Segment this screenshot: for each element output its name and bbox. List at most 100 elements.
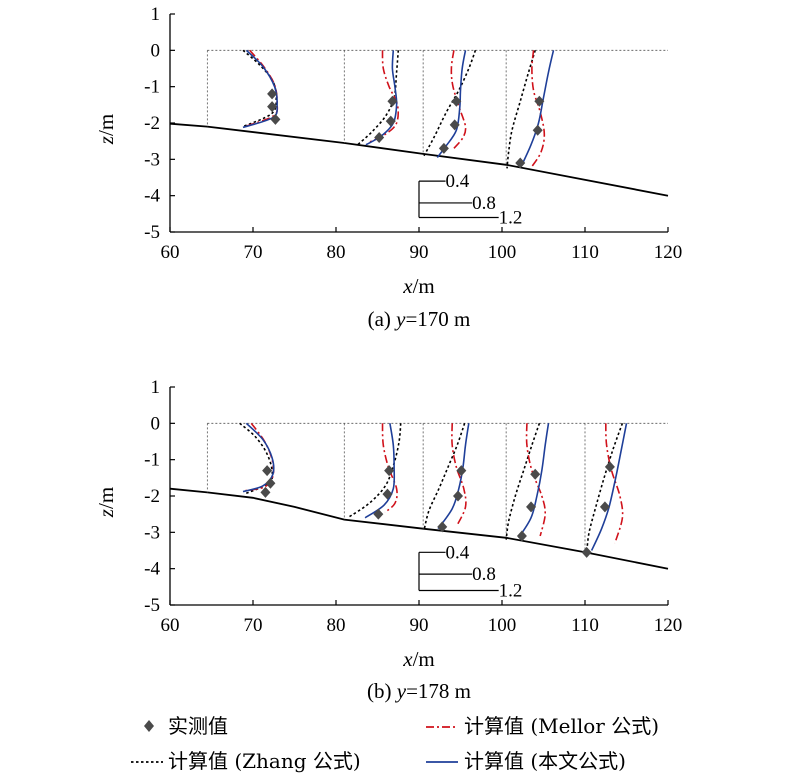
series-mellor-line [525, 423, 547, 537]
x-tick-label: 60 [161, 242, 180, 263]
profile-group [343, 50, 400, 146]
measured-point [534, 95, 545, 107]
measured-point [374, 132, 385, 144]
series-mellor-line [367, 50, 400, 144]
panel-a: 1 0 -1 -2 -3 -4 -560 70 80 90 100 110 120 x/m z/m (a) y… [94, 4, 682, 331]
measured-point [267, 88, 278, 100]
measured-point [599, 501, 610, 513]
profile-group [505, 50, 555, 169]
legend-measured: 实测值 [144, 714, 228, 738]
series-proposed-line [437, 423, 470, 530]
measured-point [373, 508, 384, 520]
series-proposed-line [590, 423, 628, 551]
y-tick-label: 1 [151, 377, 161, 398]
legend-label-zhang: 计算值 (Zhang 公式) [168, 749, 361, 773]
profile-group [343, 423, 402, 520]
scale-bar: 0.40.81.2 [418, 171, 522, 228]
profile-group [505, 423, 550, 542]
x-tick-label: 120 [654, 242, 683, 263]
measured-point [581, 546, 592, 558]
x-axis-label: x/m [402, 274, 435, 298]
x-tick-label: 120 [654, 615, 683, 636]
legend-zhang: 计算值 (Zhang 公式) [131, 749, 361, 773]
measured-point [382, 488, 393, 500]
y-tick-label: -1 [144, 450, 160, 471]
x-tick-label: 80 [327, 242, 346, 263]
measured-point [267, 101, 278, 113]
x-tick-label: 90 [410, 615, 429, 636]
y-tick-label: -4 [144, 186, 160, 207]
legend-label-mellor: 计算值 (Mellor 公式) [464, 714, 659, 738]
series-proposed-line [242, 422, 275, 493]
profile-group [206, 422, 276, 498]
profile-group [422, 50, 477, 158]
x-tick-label: 70 [244, 242, 263, 263]
x-tick-label: 90 [410, 242, 429, 263]
panel-b: 1 0 -1 -2 -3 -4 -560 70 80 90 100 110 120 x/m z/m (b) y… [94, 377, 682, 703]
series-zhang-line [242, 49, 278, 128]
series-proposed-line [242, 49, 278, 129]
series-mellor-line [244, 49, 279, 128]
measured-point [387, 95, 398, 107]
x-axis-label: x/m [402, 647, 435, 671]
bed-profile-line [169, 122, 669, 197]
y-axis-label: z/m [94, 487, 118, 518]
measured-point [456, 465, 467, 477]
scale-bar-label: 1.2 [499, 580, 523, 601]
measured-point [385, 115, 396, 127]
scale-bar-label: 0.8 [472, 564, 496, 585]
profile-group [206, 49, 281, 129]
y-axis-label: z/m [94, 114, 118, 145]
legend: 实测值 计算值 (Zhang 公式) 计算值 (Mellor 公式) 计算值 (… [131, 714, 659, 773]
series-proposed-line [364, 423, 396, 519]
measured-point [453, 490, 464, 502]
series-zhang-line [585, 423, 624, 553]
series-proposed-line [517, 423, 550, 539]
series-mellor-line [381, 423, 398, 514]
panel-caption: (a) y=170 m [368, 307, 471, 331]
measured-point [270, 113, 281, 125]
measured-point [515, 157, 526, 169]
x-tick-label: 110 [571, 615, 599, 636]
scale-bar-label: 0.4 [446, 171, 470, 192]
y-tick-label: 1 [151, 4, 161, 25]
legend-mellor: 计算值 (Mellor 公式) [426, 714, 659, 738]
measured-point [260, 486, 271, 498]
measured-point [437, 521, 448, 533]
measured-point [449, 119, 460, 131]
y-tick-label: -2 [144, 486, 160, 507]
measured-point [451, 95, 462, 107]
legend-label-measured: 实测值 [168, 714, 228, 738]
scale-bar: 0.40.81.2 [418, 542, 523, 601]
x-tick-label: 60 [161, 615, 180, 636]
measured-point [265, 477, 276, 489]
x-tick-label: 110 [571, 242, 599, 263]
series-mellor-line [451, 423, 467, 526]
profile-group [581, 423, 628, 558]
x-tick-label: 70 [244, 615, 263, 636]
legend-label-proposed: 计算值 (本文公式) [464, 749, 626, 773]
measured-point [604, 461, 615, 473]
measured-point [526, 501, 537, 513]
measured-point [262, 465, 273, 477]
measured-point [438, 142, 449, 154]
measured-point [530, 468, 541, 480]
legend-proposed: 计算值 (本文公式) [426, 749, 626, 773]
measured-point [532, 124, 543, 136]
scale-bar-label: 0.4 [446, 542, 470, 563]
series-zhang-line [423, 423, 466, 531]
series-mellor-line [531, 50, 546, 168]
y-tick-label: 0 [151, 413, 161, 434]
y-tick-label: -3 [144, 149, 160, 170]
measured-point [516, 530, 527, 542]
panel-caption: (b) y=178 m [367, 679, 471, 703]
x-tick-label: 80 [327, 615, 346, 636]
y-tick-label: -1 [144, 77, 160, 98]
y-tick-label: -5 [144, 595, 160, 616]
profile-group [422, 423, 470, 533]
series-mellor-line [605, 423, 624, 544]
legend-marker-measured [144, 720, 154, 732]
y-tick-label: -5 [144, 222, 160, 243]
y-tick-label: -2 [144, 113, 160, 134]
